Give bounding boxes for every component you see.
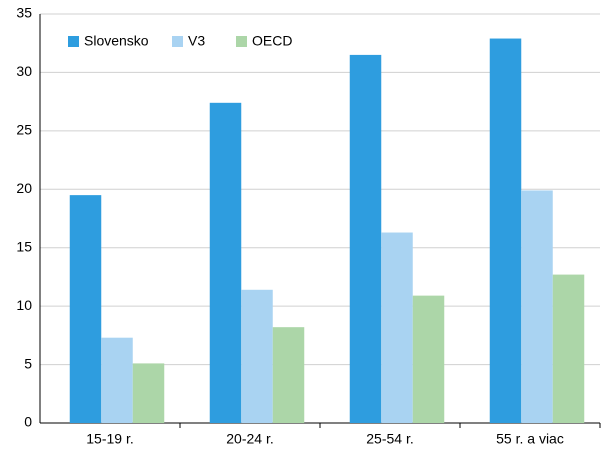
legend-label: Slovensko	[84, 33, 149, 49]
bar	[349, 54, 382, 424]
bar	[521, 190, 553, 423]
bar	[272, 327, 305, 423]
y-tick-label: 5	[24, 355, 32, 371]
y-tick-label: 0	[24, 414, 32, 430]
bar	[381, 232, 413, 423]
y-tick-label: 20	[16, 180, 32, 196]
x-tick-label: 20-24 r.	[226, 431, 273, 447]
bar	[412, 295, 445, 423]
x-tick-label: 25-54 r.	[366, 431, 413, 447]
legend-swatch	[172, 36, 183, 47]
legend-label: OECD	[252, 33, 292, 49]
legend-swatch	[68, 36, 79, 47]
y-tick-label: 35	[16, 5, 32, 21]
y-tick-label: 10	[16, 297, 32, 313]
bar	[101, 337, 133, 423]
y-tick-label: 25	[16, 122, 32, 138]
legend-swatch	[236, 36, 247, 47]
bar	[132, 363, 165, 423]
x-tick-label: 55 r. a viac	[496, 431, 564, 447]
x-tick-label: 15-19 r.	[86, 431, 133, 447]
y-tick-label: 30	[16, 63, 32, 79]
y-tick-label: 15	[16, 238, 32, 254]
bar	[489, 38, 522, 423]
legend-label: V3	[188, 33, 205, 49]
bar	[69, 195, 102, 423]
bar	[241, 289, 273, 423]
bar	[552, 274, 585, 423]
bar	[209, 102, 242, 423]
